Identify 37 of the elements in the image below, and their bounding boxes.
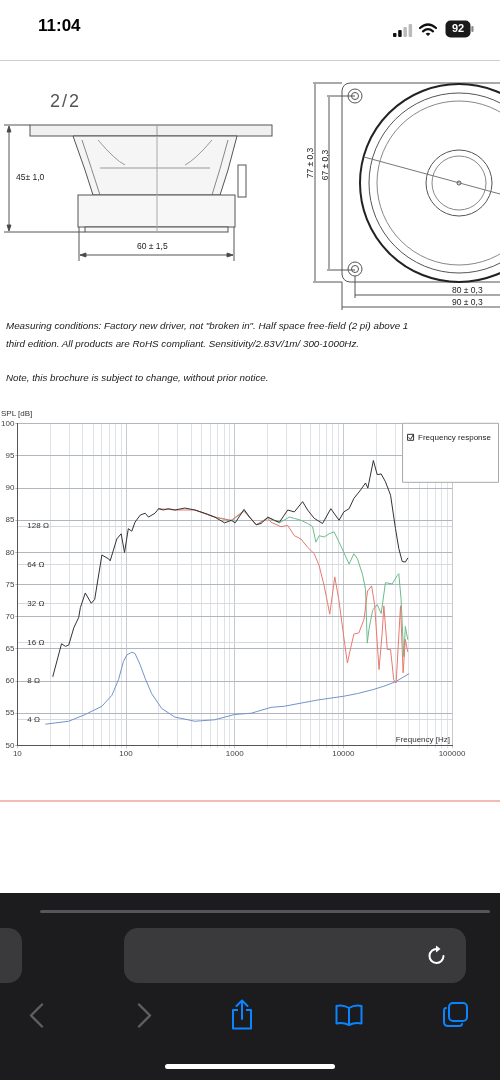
y2-tick-label: 75	[5, 579, 15, 589]
text: 60 ± 1,5	[137, 241, 168, 251]
text: Note, this brochure is subject to change, without prior notice.	[6, 372, 270, 383]
y2-tick-label: 55	[5, 708, 15, 718]
text: 67 ± 0,3	[320, 148, 330, 183]
text: 77 ± 0,3	[305, 146, 315, 181]
text: Measuring conditions: Factory new driver, not "broken in". Half space free-field (2 pi) above 1	[6, 320, 410, 331]
y2-tick-label: 85	[5, 515, 15, 525]
text: 92	[450, 22, 466, 34]
y2-tick-label: 100	[0, 419, 15, 428]
y-tick-label: 16 Ω	[27, 637, 45, 647]
y-tick-label: 8 Ω	[27, 676, 41, 686]
legend-label: Frequency response	[418, 433, 492, 442]
text: 2/2	[50, 91, 82, 112]
y2-tick-label: 90	[5, 483, 15, 493]
y2-axis-title: SPL [dB]	[1, 409, 33, 419]
x-tick-label: 100	[119, 749, 134, 759]
y2-tick-label: 95	[5, 451, 15, 461]
y-tick-label: 4 Ω	[27, 715, 41, 725]
y2-tick-label: 80	[5, 547, 15, 557]
y2-tick-label: 50	[5, 740, 15, 750]
y-tick-label: 128 Ω	[27, 521, 49, 531]
text: 45± 1,0	[16, 172, 45, 182]
text: third edition. All products are RoHS compliant. Sensitivity/2.83V/1m/ 300-1000Hz.	[6, 338, 361, 349]
x-tick-label: 1000	[225, 749, 245, 759]
y2-tick-label: 65	[5, 644, 15, 654]
text: 80 ± 0,3	[452, 285, 483, 295]
x-axis-title: Frequency [Hz]	[395, 734, 450, 744]
y-tick-label: 32 Ω	[27, 598, 45, 608]
x-tick-label: 10	[12, 749, 23, 759]
text: 90 ± 0,3	[452, 297, 483, 307]
y2-tick-label: 70	[5, 611, 15, 621]
x-tick-label: 10000	[332, 749, 356, 759]
text: 11:04	[38, 16, 81, 36]
y-tick-label: 64 Ω	[27, 560, 45, 570]
x-tick-label: 100000	[438, 749, 466, 759]
y2-tick-label: 60	[5, 676, 15, 686]
